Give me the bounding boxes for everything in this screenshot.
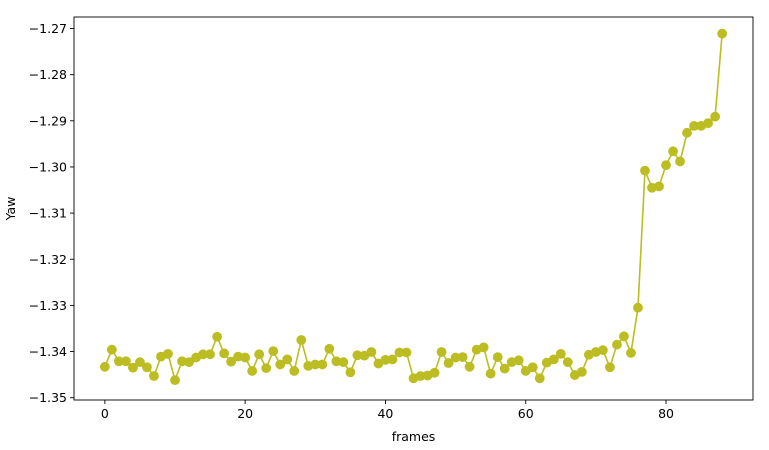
data-point	[429, 367, 440, 378]
data-point	[443, 358, 454, 368]
x-tick-label: 40	[377, 406, 393, 421]
data-point	[576, 366, 587, 377]
data-point	[619, 331, 629, 342]
data-point	[275, 359, 286, 370]
y-tick-label: −1.33	[29, 298, 67, 313]
data-point	[366, 347, 377, 357]
data-point	[682, 127, 692, 138]
data-point	[184, 357, 194, 368]
data-point	[710, 111, 721, 122]
y-tick-label: −1.35	[29, 390, 67, 405]
y-axis-label: Yaw	[3, 197, 18, 222]
data-point	[149, 371, 159, 381]
y-tick-label: −1.28	[29, 67, 67, 82]
data-point	[170, 375, 180, 386]
x-tick-label: 0	[101, 406, 109, 421]
plot-area	[99, 28, 728, 386]
data-point	[675, 156, 685, 167]
axes	[73, 16, 754, 401]
data-point	[654, 181, 664, 192]
x-tick-label: 20	[237, 406, 253, 421]
data-point	[135, 357, 145, 368]
data-point	[633, 302, 643, 313]
data-point	[562, 357, 573, 368]
data-point	[668, 146, 678, 157]
x-tick-label: 80	[658, 406, 674, 421]
data-point	[296, 335, 307, 345]
ticks: 0 20 40 60 80 −1.35 −1.34 −1.33 −1.32 −1.31 −1.30 −…	[29, 21, 674, 421]
data-point	[548, 354, 559, 365]
data-point	[717, 28, 728, 39]
data-point	[142, 362, 152, 373]
data-point	[345, 367, 356, 378]
data-point	[401, 347, 412, 358]
data-point	[612, 339, 622, 350]
y-tick-label: −1.29	[29, 113, 67, 128]
data-point	[457, 352, 468, 362]
y-tick-label: −1.32	[29, 252, 67, 267]
data-point	[99, 361, 110, 372]
x-tick-label: 60	[518, 406, 534, 421]
data-point	[499, 363, 510, 374]
data-point	[492, 352, 503, 362]
data-point	[464, 361, 475, 372]
data-point	[254, 349, 265, 360]
axes-frame	[73, 16, 754, 401]
data-point	[268, 346, 279, 356]
data-point	[121, 356, 131, 367]
data-point	[282, 354, 293, 365]
data-point	[436, 347, 447, 357]
data-point	[205, 349, 215, 360]
data-point	[212, 331, 223, 342]
data-point	[226, 356, 237, 367]
data-point	[661, 160, 671, 171]
data-point	[597, 345, 608, 356]
data-point	[324, 343, 335, 354]
data-point	[163, 348, 173, 359]
data-point	[317, 359, 328, 370]
data-point	[247, 366, 258, 376]
data-point	[485, 368, 496, 379]
x-axis-label: frames	[392, 429, 436, 444]
data-point	[387, 354, 398, 365]
y-tick-label: −1.31	[29, 206, 67, 221]
data-point	[527, 362, 538, 373]
data-point	[128, 362, 138, 373]
y-tick-label: −1.34	[29, 344, 67, 359]
data-point	[555, 348, 566, 359]
y-tick-label: −1.30	[29, 159, 67, 174]
data-point	[640, 165, 650, 176]
series-line	[104, 33, 723, 383]
data-point	[513, 355, 524, 366]
data-point	[219, 348, 230, 359]
y-tick-label: −1.27	[29, 21, 67, 36]
data-point	[106, 344, 117, 355]
data-point	[534, 373, 545, 384]
data-point	[338, 357, 349, 368]
data-point	[289, 366, 300, 376]
data-point	[703, 118, 714, 129]
data-point	[240, 352, 251, 363]
data-point	[605, 362, 615, 373]
data-point	[626, 348, 636, 358]
data-point	[261, 363, 272, 374]
data-point	[478, 342, 489, 353]
